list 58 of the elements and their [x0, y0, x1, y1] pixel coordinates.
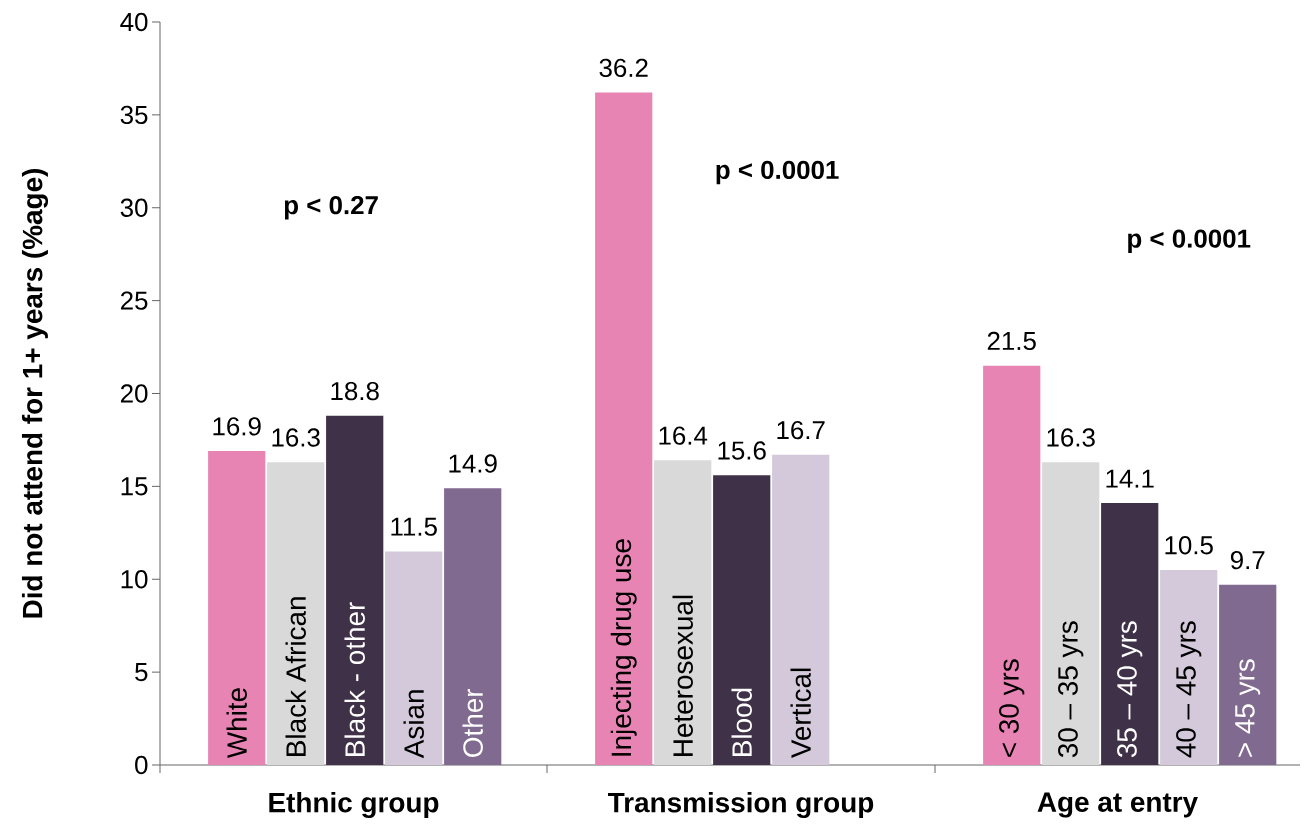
x-tick-label: > 45 yrs — [1235, 659, 1261, 757]
bar — [654, 460, 712, 765]
bar — [1042, 462, 1100, 765]
x-tick-label: 35 – 40 yrs — [1117, 621, 1143, 758]
x-axis-title: Ethnic group — [269, 791, 439, 819]
data-label: 14.1 — [1106, 469, 1154, 488]
data-label: 11.5 — [391, 517, 437, 536]
y-tick-label: 40 — [120, 12, 148, 32]
x-tick-label: Blood — [731, 688, 752, 756]
data-label: 21.5 — [987, 331, 1036, 351]
bar — [1219, 584, 1277, 765]
bar — [1160, 569, 1218, 765]
bar — [444, 488, 502, 765]
data-label: 14.9 — [449, 454, 497, 473]
x-tick-label: Other — [462, 688, 483, 757]
data-label: 16.9 — [213, 417, 261, 436]
data-label: 18.8 — [331, 381, 379, 401]
bar — [267, 462, 325, 765]
y-tick-label: 0 — [135, 755, 148, 775]
x-tick-label: Heterosexual — [672, 595, 693, 756]
x-tick-label: Injecting drug use — [610, 539, 637, 756]
y-tick-label: 25 — [120, 291, 148, 310]
x-tick-label: Vertical — [790, 668, 811, 759]
data-label: 36.2 — [599, 58, 648, 78]
x-tick-label: < 30 yrs — [999, 659, 1025, 757]
x-tick-label: White — [226, 688, 247, 759]
data-label: 16.3 — [272, 428, 320, 447]
x-tick-label: 40 – 45 yrs — [1176, 621, 1202, 758]
y-tick-label: 30 — [120, 198, 148, 217]
annotation: p < 0.0001 — [716, 160, 839, 185]
bar — [713, 475, 771, 765]
y-tick-label: 10 — [121, 570, 148, 589]
y-tick-label: 20 — [120, 384, 148, 403]
y-tick-label: 5 — [135, 663, 148, 682]
annotation: p < 0.0001 — [1128, 229, 1251, 253]
data-label: 16.3 — [1047, 428, 1095, 447]
x-tick-label: Black - other — [344, 602, 365, 756]
y-axis-title: Did not attend for 1+ years (%age) — [21, 169, 49, 618]
bar — [385, 551, 443, 765]
bar — [326, 415, 384, 765]
data-label: 15.6 — [718, 441, 766, 460]
data-label: 9.7 — [1230, 550, 1265, 570]
y-tick-label: 15 — [121, 477, 148, 496]
bar — [208, 451, 266, 765]
x-tick-label: 30 – 35 yrs — [1058, 621, 1084, 758]
x-axis-title: Transmission group — [608, 791, 874, 819]
bar — [595, 92, 653, 765]
bar — [983, 365, 1041, 765]
x-tick-label: Black African — [285, 597, 306, 756]
x-axis-title: Age at entry — [1037, 792, 1198, 818]
x-tick-label: Asian — [403, 690, 424, 759]
data-label: 16.4 — [659, 426, 708, 445]
bar — [772, 454, 830, 765]
bar — [1101, 503, 1159, 765]
y-tick-label: 35 — [120, 105, 148, 125]
annotation: p < 0.27 — [284, 196, 378, 220]
data-label: 10.5 — [1165, 536, 1213, 555]
data-label: 16.7 — [777, 420, 825, 440]
